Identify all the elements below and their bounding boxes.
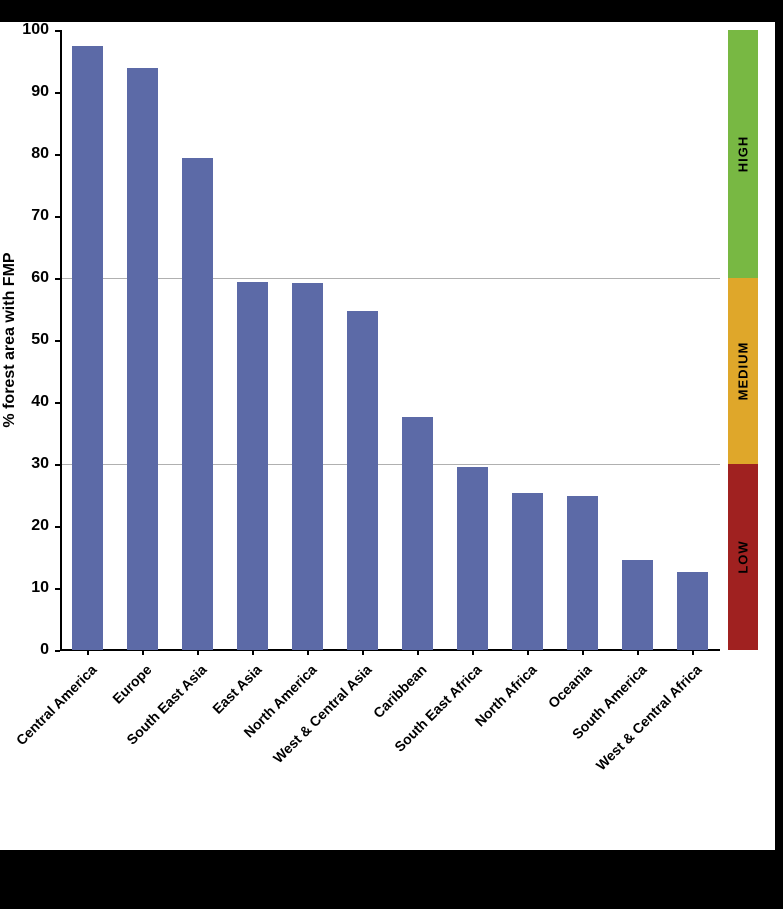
x-tick bbox=[417, 650, 419, 655]
y-tick bbox=[55, 154, 60, 156]
bar bbox=[622, 560, 653, 650]
y-tick bbox=[55, 30, 60, 32]
bar bbox=[512, 493, 543, 650]
bar bbox=[347, 311, 378, 650]
x-tick bbox=[637, 650, 639, 655]
y-tick bbox=[55, 526, 60, 528]
x-tick bbox=[527, 650, 529, 655]
y-tick-label: 20 bbox=[0, 517, 49, 535]
legend-band-label: HIGH bbox=[736, 136, 751, 173]
y-tick bbox=[55, 464, 60, 466]
bar bbox=[72, 46, 103, 651]
x-tick bbox=[582, 650, 584, 655]
x-tick bbox=[87, 650, 89, 655]
y-tick-label: 10 bbox=[0, 579, 49, 597]
x-tick bbox=[472, 650, 474, 655]
figure-background bbox=[0, 22, 775, 850]
bar bbox=[677, 572, 708, 650]
x-tick bbox=[362, 650, 364, 655]
legend-band-label: MEDIUM bbox=[736, 342, 751, 401]
bar bbox=[182, 158, 213, 650]
x-tick bbox=[307, 650, 309, 655]
x-tick bbox=[142, 650, 144, 655]
y-tick bbox=[55, 650, 60, 652]
x-tick bbox=[197, 650, 199, 655]
bar bbox=[292, 283, 323, 650]
x-tick bbox=[692, 650, 694, 655]
y-tick bbox=[55, 402, 60, 404]
bar bbox=[237, 282, 268, 650]
bar bbox=[567, 496, 598, 650]
gridline bbox=[60, 278, 720, 279]
y-tick-label: 70 bbox=[0, 207, 49, 225]
y-axis-title: % forest area with FMP bbox=[1, 252, 19, 427]
chart-page: 0102030405060708090100 Central AmericaEu… bbox=[0, 0, 783, 909]
y-tick-label: 90 bbox=[0, 83, 49, 101]
y-tick bbox=[55, 92, 60, 94]
legend-band-label: LOW bbox=[736, 540, 751, 573]
y-tick-label: 80 bbox=[0, 145, 49, 163]
bar bbox=[127, 68, 158, 650]
y-tick-label: 0 bbox=[0, 641, 49, 659]
y-tick bbox=[55, 278, 60, 280]
y-tick-label: 30 bbox=[0, 455, 49, 473]
gridline bbox=[60, 464, 720, 465]
y-tick bbox=[55, 588, 60, 590]
x-axis-line bbox=[60, 649, 720, 651]
y-tick bbox=[55, 216, 60, 218]
x-tick bbox=[252, 650, 254, 655]
bar bbox=[457, 467, 488, 650]
y-tick bbox=[55, 340, 60, 342]
y-axis-line bbox=[60, 30, 62, 650]
y-tick-label: 100 bbox=[0, 21, 49, 39]
bar bbox=[402, 417, 433, 650]
